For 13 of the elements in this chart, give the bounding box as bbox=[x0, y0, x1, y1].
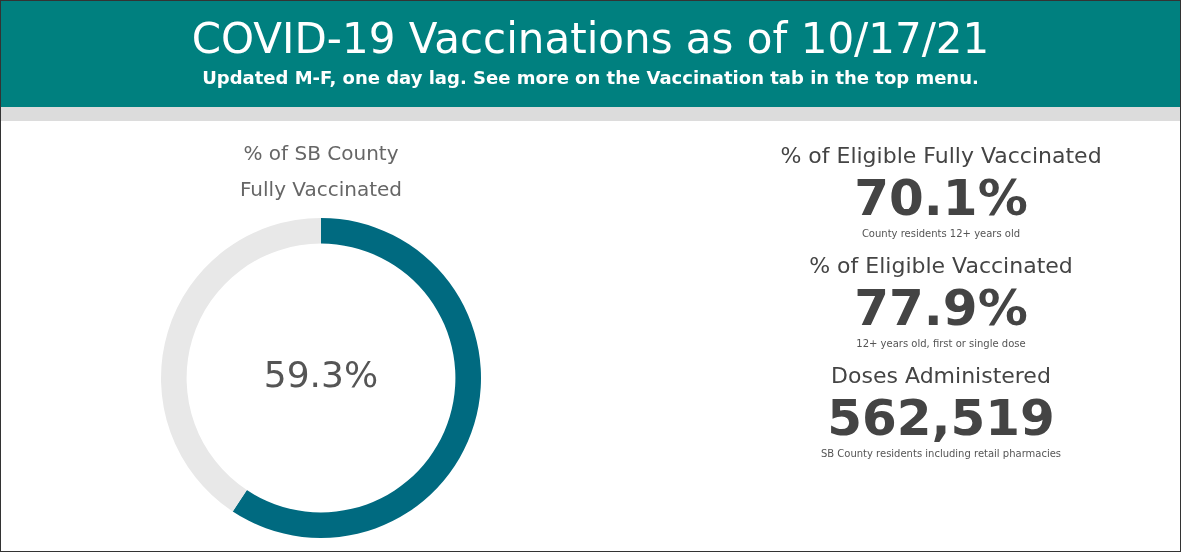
chart-title: % of SB County Fully Vaccinated bbox=[238, 140, 404, 203]
text: 77.9% bbox=[853, 278, 1029, 338]
text: COVID-19 Vaccinations as of 10/17/21 bbox=[190, 13, 991, 65]
text: % of Eligible Vaccinated bbox=[808, 253, 1074, 278]
text: 562,519 bbox=[826, 388, 1056, 448]
data-label: 59.3% bbox=[263, 354, 379, 396]
text: SB County residents including retail pharmacies bbox=[819, 448, 1063, 459]
text: 12+ years old, first or single dose bbox=[855, 338, 1027, 349]
text: Doses Administered bbox=[830, 363, 1052, 388]
text: County residents 12+ years old bbox=[860, 228, 1022, 239]
text: % of Eligible Fully Vaccinated bbox=[779, 143, 1103, 168]
text: 70.1% bbox=[853, 168, 1029, 228]
text: Updated M-F, one day lag. See more on the Vaccination tab in the top menu. bbox=[201, 66, 980, 90]
